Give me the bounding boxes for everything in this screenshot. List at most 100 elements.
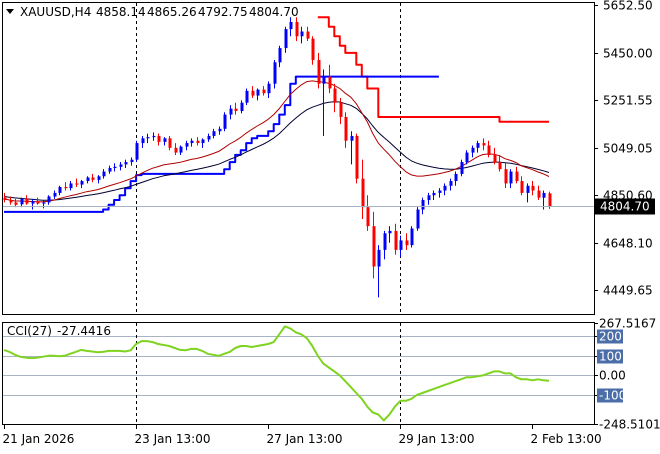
candle-body-91 — [505, 169, 508, 183]
candle-body-13 — [76, 183, 79, 184]
candle-body-37 — [208, 136, 211, 140]
price-legend-symbol: XAUUSD,H4 — [20, 5, 91, 19]
current-price-label: 4804.70 — [600, 200, 650, 214]
candle-body-19 — [109, 168, 112, 172]
candle-body-92 — [510, 172, 513, 184]
candle-64 — [356, 134, 359, 184]
candle-74 — [411, 226, 414, 247]
candle-body-28 — [158, 136, 161, 142]
candle-body-72 — [400, 240, 403, 249]
candle-body-46 — [257, 90, 260, 96]
candle-body-84 — [466, 153, 469, 162]
candle-body-67 — [373, 226, 376, 266]
candle-body-80 — [444, 186, 447, 191]
candle-body-49 — [274, 62, 277, 83]
candle-body-94 — [521, 181, 524, 193]
candle-body-87 — [483, 143, 486, 145]
candle-body-16 — [92, 177, 95, 179]
candle-body-35 — [197, 141, 200, 143]
candle-body-43 — [241, 103, 244, 111]
candle-body-52 — [290, 22, 293, 29]
price-legend-low: 4792.75 — [198, 5, 248, 19]
candle-body-68 — [378, 250, 381, 267]
candle-body-77 — [428, 195, 431, 200]
candle-body-4 — [26, 199, 29, 204]
candle-body-69 — [384, 233, 387, 250]
cci-legend-name: CCI(27) — [7, 324, 52, 338]
price-tick-label-2: 5251.55 — [603, 94, 653, 108]
price-legend-high: 4865.26 — [147, 5, 197, 19]
candle-body-41 — [230, 109, 233, 115]
candle-body-31 — [175, 148, 178, 153]
cci-tick-label-3: 0.00 — [599, 369, 626, 383]
cci-legend-value: -27.4416 — [57, 324, 111, 338]
cci-tick-label-4: -100 — [599, 389, 626, 403]
candle-body-42 — [235, 109, 238, 111]
candle-44 — [246, 88, 249, 105]
candle-body-61 — [340, 103, 343, 117]
time-tick-label-1: 23 Jan 13:00 — [135, 432, 211, 446]
candle-body-93 — [516, 172, 519, 181]
candle-body-58 — [323, 77, 326, 84]
price-tick-label-0: 5652.50 — [603, 0, 653, 13]
candle-body-11 — [65, 187, 68, 188]
candle-body-9 — [54, 193, 57, 197]
candle-body-50 — [279, 48, 282, 62]
candle-body-76 — [422, 200, 425, 209]
candle-body-0 — [4, 198, 7, 200]
candle-body-55 — [307, 31, 310, 38]
price-tick-label-6: 4449.65 — [603, 284, 653, 298]
candle-body-74 — [411, 229, 414, 246]
candle-body-59 — [329, 77, 332, 89]
candle-body-39 — [219, 129, 222, 131]
candle-body-83 — [461, 162, 464, 174]
candle-body-63 — [351, 136, 354, 141]
cci-tick-label-2: 100 — [599, 350, 622, 364]
candle-body-8 — [48, 196, 51, 202]
candle-body-33 — [186, 143, 189, 147]
candle-body-64 — [356, 136, 359, 179]
candle-body-15 — [87, 177, 90, 181]
candle-body-23 — [131, 160, 134, 162]
current-price-tag: 4804.70 — [595, 199, 655, 215]
candle-body-2 — [15, 202, 18, 204]
time-tick-label-3: 29 Jan 13:00 — [399, 432, 475, 446]
candle-24 — [136, 141, 139, 162]
candle-body-54 — [301, 31, 304, 36]
candle-body-44 — [246, 91, 249, 103]
price-legend-close: 4804.70 — [249, 5, 299, 19]
candle-body-89 — [494, 155, 497, 162]
candle-75 — [417, 207, 420, 231]
candle-body-65 — [362, 179, 365, 207]
candle-body-78 — [433, 193, 436, 195]
candle-body-56 — [312, 39, 315, 60]
candle-body-6 — [37, 201, 40, 203]
candle-body-40 — [224, 115, 227, 129]
candle-body-86 — [477, 143, 480, 148]
candle-body-32 — [180, 147, 183, 153]
candle-body-12 — [70, 183, 73, 188]
candle-body-34 — [191, 141, 194, 143]
candle-body-17 — [98, 176, 101, 180]
candle-body-21 — [120, 164, 123, 166]
candle-body-70 — [389, 231, 392, 233]
candle-body-60 — [334, 88, 337, 102]
cci-tick-label-1: 200 — [599, 330, 622, 344]
candle-body-3 — [21, 199, 24, 204]
candle-body-26 — [147, 137, 150, 138]
price-tick-label-1: 5450.00 — [603, 47, 653, 61]
candle-body-14 — [81, 181, 84, 185]
candle-83 — [461, 160, 464, 177]
candle-body-48 — [268, 84, 271, 93]
candle-body-38 — [213, 131, 216, 136]
candle-body-75 — [417, 210, 420, 229]
candle-body-97 — [538, 191, 541, 198]
candle-body-27 — [153, 136, 156, 137]
candle-body-20 — [114, 167, 117, 168]
candle-40 — [224, 112, 227, 131]
price-legend-open: 4858.14 — [96, 5, 146, 19]
candle-body-25 — [142, 138, 145, 143]
